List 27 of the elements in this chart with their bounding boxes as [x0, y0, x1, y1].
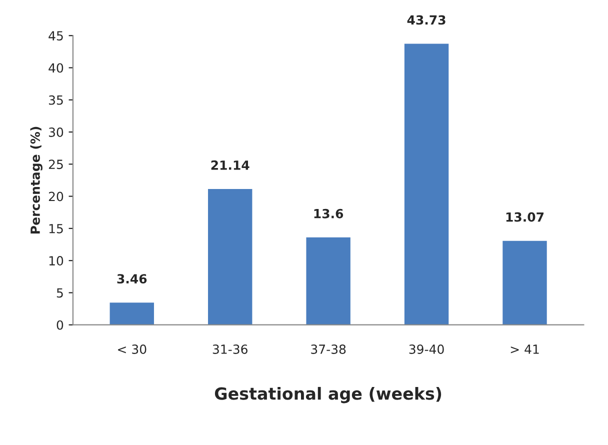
y-tick-label: 5 — [56, 288, 63, 298]
x-tick-label: 39-40 — [409, 344, 444, 354]
x-tick-label: 37-38 — [311, 344, 346, 354]
y-tick-label: 30 — [48, 127, 64, 137]
bar — [306, 237, 350, 325]
bar — [110, 302, 154, 325]
y-tick-label: 0 — [56, 320, 64, 330]
x-tick-label: 31-36 — [212, 344, 248, 354]
data-label: 43.73 — [407, 15, 446, 25]
data-label: 21.14 — [211, 160, 250, 170]
x-axis-title: Gestational age (weeks) — [214, 386, 442, 404]
y-tick-label: 10 — [49, 256, 64, 266]
y-axis-title: Percentage (%) — [30, 126, 42, 234]
bar — [404, 44, 449, 325]
x-tick-label: > 41 — [510, 344, 539, 354]
y-tick-label: 25 — [48, 160, 63, 170]
y-tick-label: 35 — [48, 95, 63, 105]
data-label: 13.6 — [314, 208, 344, 218]
y-tick-label: 15 — [49, 224, 63, 234]
data-label: 13.07 — [506, 212, 544, 222]
y-tick-label: 40 — [48, 63, 64, 73]
bar — [502, 240, 547, 325]
data-label: 3.46 — [117, 274, 147, 284]
y-tick-label: 45 — [48, 31, 63, 41]
x-tick-label: < 30 — [118, 344, 146, 354]
y-tick-label: 20 — [48, 192, 64, 202]
bar — [208, 188, 252, 325]
